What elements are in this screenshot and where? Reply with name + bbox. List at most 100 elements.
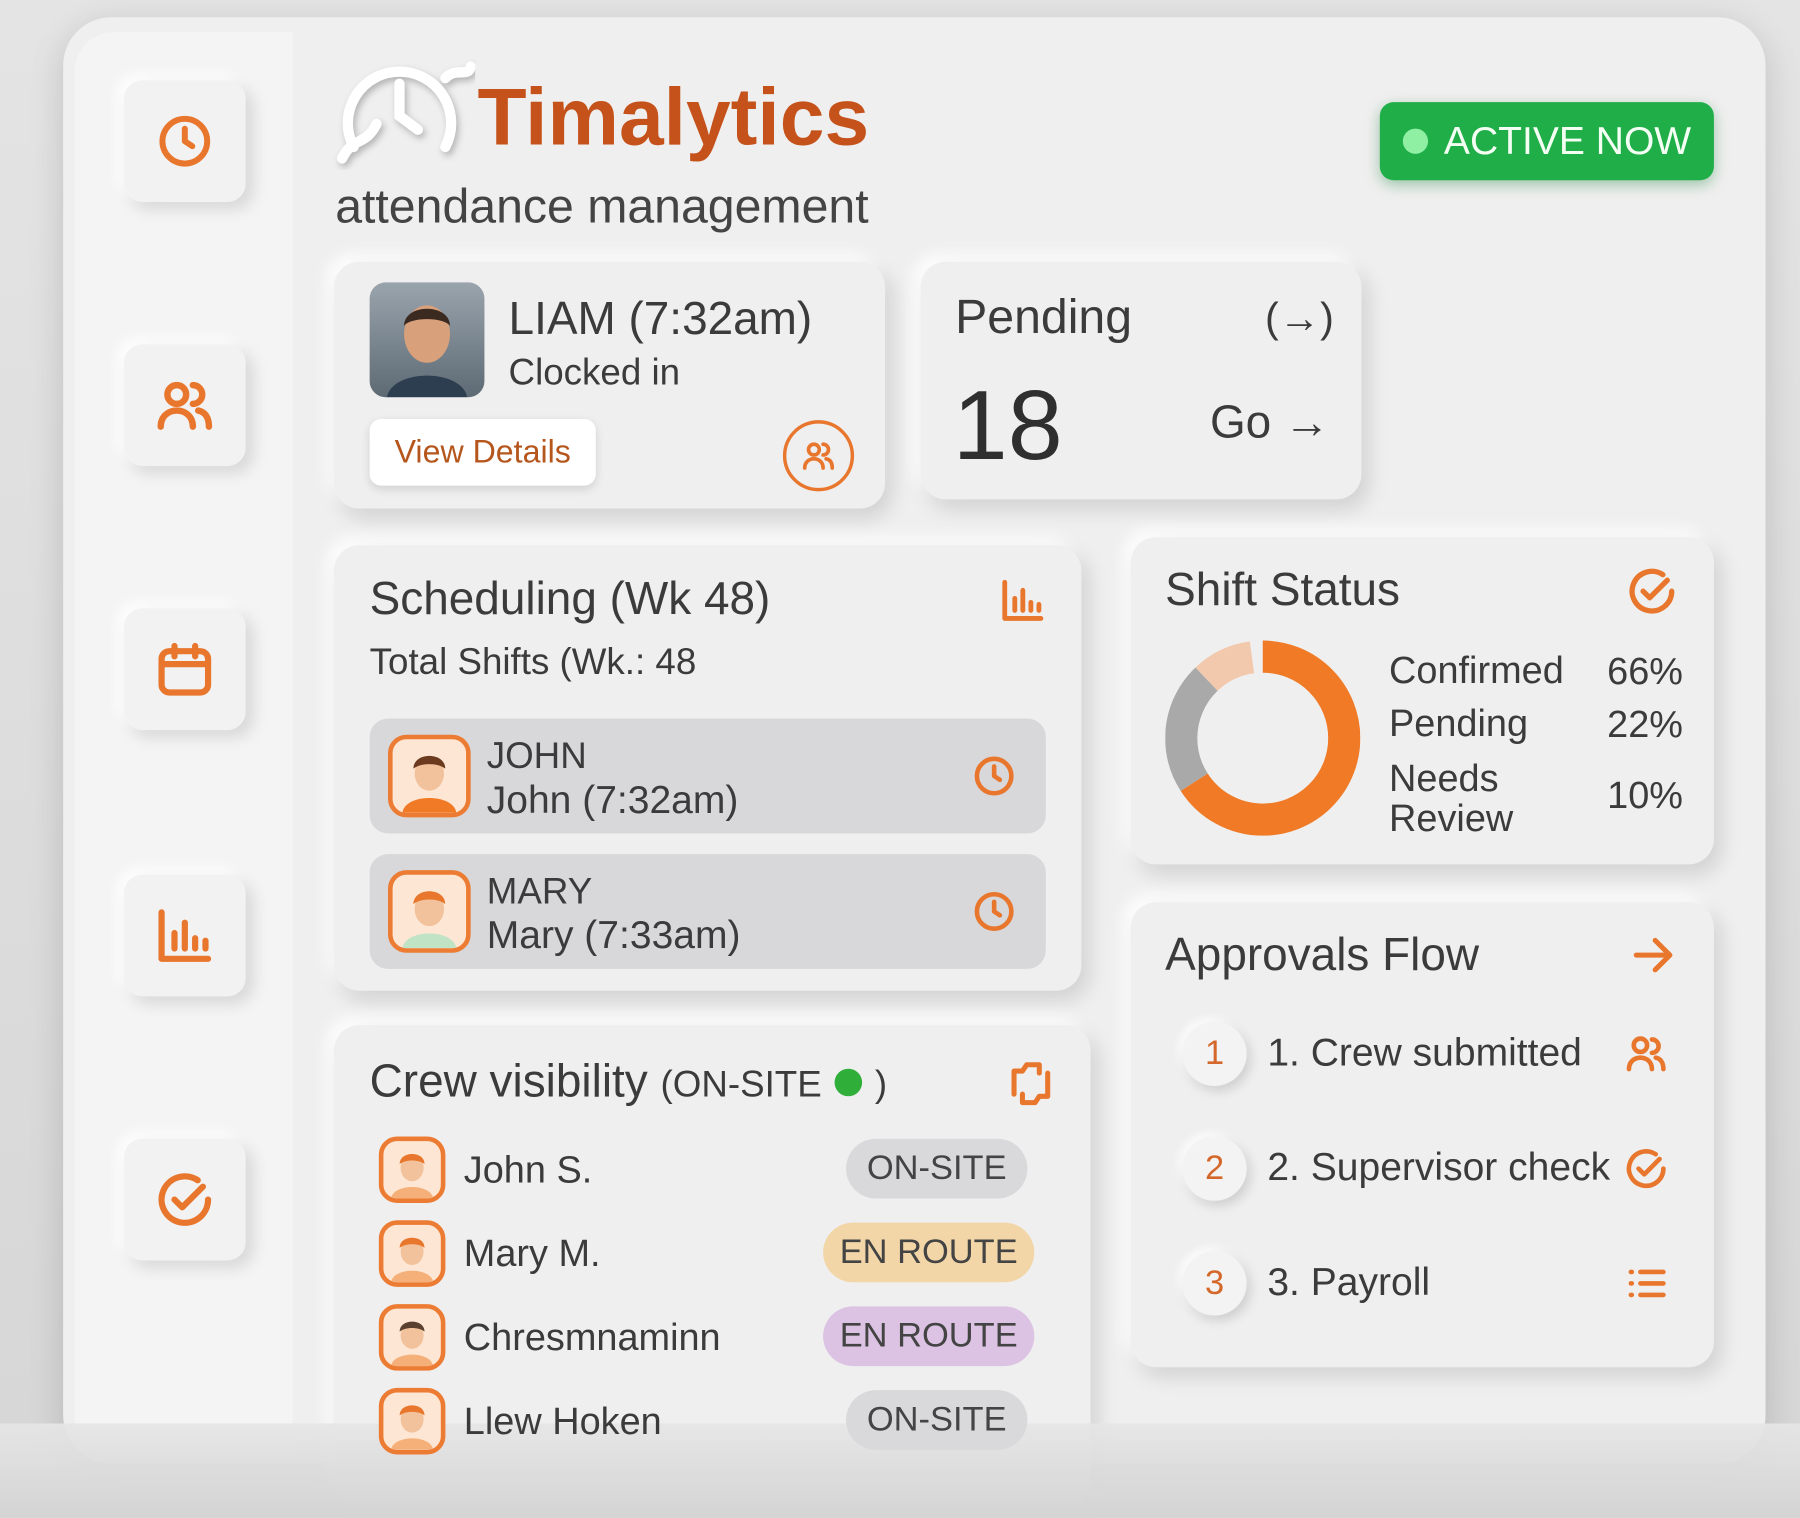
nav-calendar[interactable] (123, 608, 246, 731)
icon-part (171, 1183, 207, 1211)
icon-part (158, 909, 212, 962)
legend-label: Pending (1389, 701, 1529, 744)
pending-open[interactable]: (→) (1265, 293, 1334, 341)
icon-part (158, 642, 212, 668)
clock-icon (971, 753, 1017, 805)
step-number: 2 (1182, 1136, 1247, 1201)
icon-part (158, 648, 212, 696)
icon-part (802, 442, 835, 470)
approvals-arrow[interactable] (1628, 930, 1679, 981)
onsite-dot (834, 1068, 863, 1097)
icon-part (414, 756, 445, 791)
donut-segment (1165, 640, 1361, 836)
team-button[interactable] (782, 420, 855, 492)
scheduling-chart-icon[interactable] (999, 576, 1047, 624)
donut-segment (1165, 640, 1361, 836)
crew-status: EN ROUTE (823, 1306, 1035, 1367)
icon-part (413, 891, 446, 905)
icon-part (1633, 937, 1673, 973)
pending-card[interactable] (920, 261, 1362, 500)
step-icon (1623, 1031, 1669, 1083)
icon-part (404, 308, 451, 327)
avatar (378, 1304, 446, 1371)
icon-part (402, 933, 457, 949)
icon-part (1626, 1036, 1666, 1072)
icon-part (158, 1173, 212, 1226)
icon-part (391, 1405, 434, 1450)
icon-part (1629, 568, 1675, 614)
icon-part (157, 381, 213, 430)
icon-part (400, 1154, 424, 1182)
icon-part (394, 78, 424, 135)
icon-part (402, 755, 457, 813)
schedule-row[interactable] (369, 854, 1046, 969)
icon-part (974, 756, 1014, 796)
avatar (378, 1220, 446, 1287)
icon-part (1626, 1149, 1666, 1189)
legend-label: Needs Review (1389, 756, 1514, 840)
icon-part (158, 642, 212, 696)
shift-status-title: Shift Status (1165, 564, 1401, 616)
icon-part (1628, 1269, 1666, 1298)
subtitle: attendance management (335, 179, 869, 234)
pending-count: 18 (952, 370, 1063, 481)
icon-part (1640, 577, 1670, 601)
crew-status: ON-SITE (846, 1390, 1028, 1450)
schedule-name: JOHN (486, 734, 587, 777)
icon-part (157, 381, 213, 430)
crew-name: Chresmnaminn (463, 1315, 721, 1359)
icon-part (399, 1321, 425, 1332)
liam-photo (369, 282, 485, 398)
icon-part (400, 1238, 424, 1266)
nav-people[interactable] (123, 344, 246, 467)
icon-part (391, 1321, 434, 1367)
icon-part (164, 381, 190, 408)
schedule-row[interactable] (369, 718, 1046, 834)
status-dot (1402, 128, 1428, 154)
icon-part (806, 442, 822, 457)
icon-part (991, 899, 1003, 918)
schedule-detail: John (7:32am) (486, 778, 739, 822)
approvals-title: Approvals Flow (1165, 929, 1480, 981)
icon-part (1011, 1062, 1051, 1106)
icon-part (336, 61, 476, 164)
step-label: 3. Payroll (1267, 1260, 1431, 1305)
avatar (388, 870, 471, 953)
avatar (378, 1387, 446, 1455)
employee-name: LIAM (7:32am) (508, 293, 813, 345)
icon-part (402, 798, 457, 813)
step-icon (1623, 1146, 1669, 1198)
pending-go[interactable]: Go → (1209, 397, 1330, 448)
icon-part (399, 1405, 425, 1416)
icon-part (402, 891, 457, 949)
view-details-button[interactable]: View Details (369, 419, 596, 486)
pending-title: Pending (955, 289, 1133, 344)
crew-status: ON-SITE (846, 1138, 1028, 1199)
crew-name: Mary M. (463, 1231, 601, 1275)
icon-part (1002, 579, 1044, 621)
nav-approvals[interactable] (123, 1138, 246, 1261)
donut-chart (1165, 640, 1361, 836)
icon-part (158, 909, 212, 962)
icon-part (991, 764, 1003, 783)
nav-reports[interactable] (123, 874, 246, 997)
crew-tag-close: ) (874, 1063, 888, 1105)
step-icon (1623, 1260, 1669, 1312)
shift-check-icon (1629, 568, 1675, 614)
icon-part (974, 891, 1014, 931)
crew-tag: (ON-SITE (660, 1063, 822, 1105)
icon-part (158, 1173, 212, 1226)
brand: Timalytics (477, 72, 870, 162)
icon-part (391, 1237, 434, 1283)
logo (336, 61, 476, 164)
schedule-detail: Mary (7:33am) (486, 913, 741, 958)
schedule-name: MARY (486, 870, 593, 912)
legend-value: 66% (1607, 649, 1683, 693)
nav-clock[interactable] (123, 80, 246, 203)
icon-part (400, 1322, 424, 1349)
crew-title: Crew visibility (ON-SITE ) (370, 1056, 887, 1108)
crew-refresh-icon[interactable] (1006, 1058, 1057, 1109)
